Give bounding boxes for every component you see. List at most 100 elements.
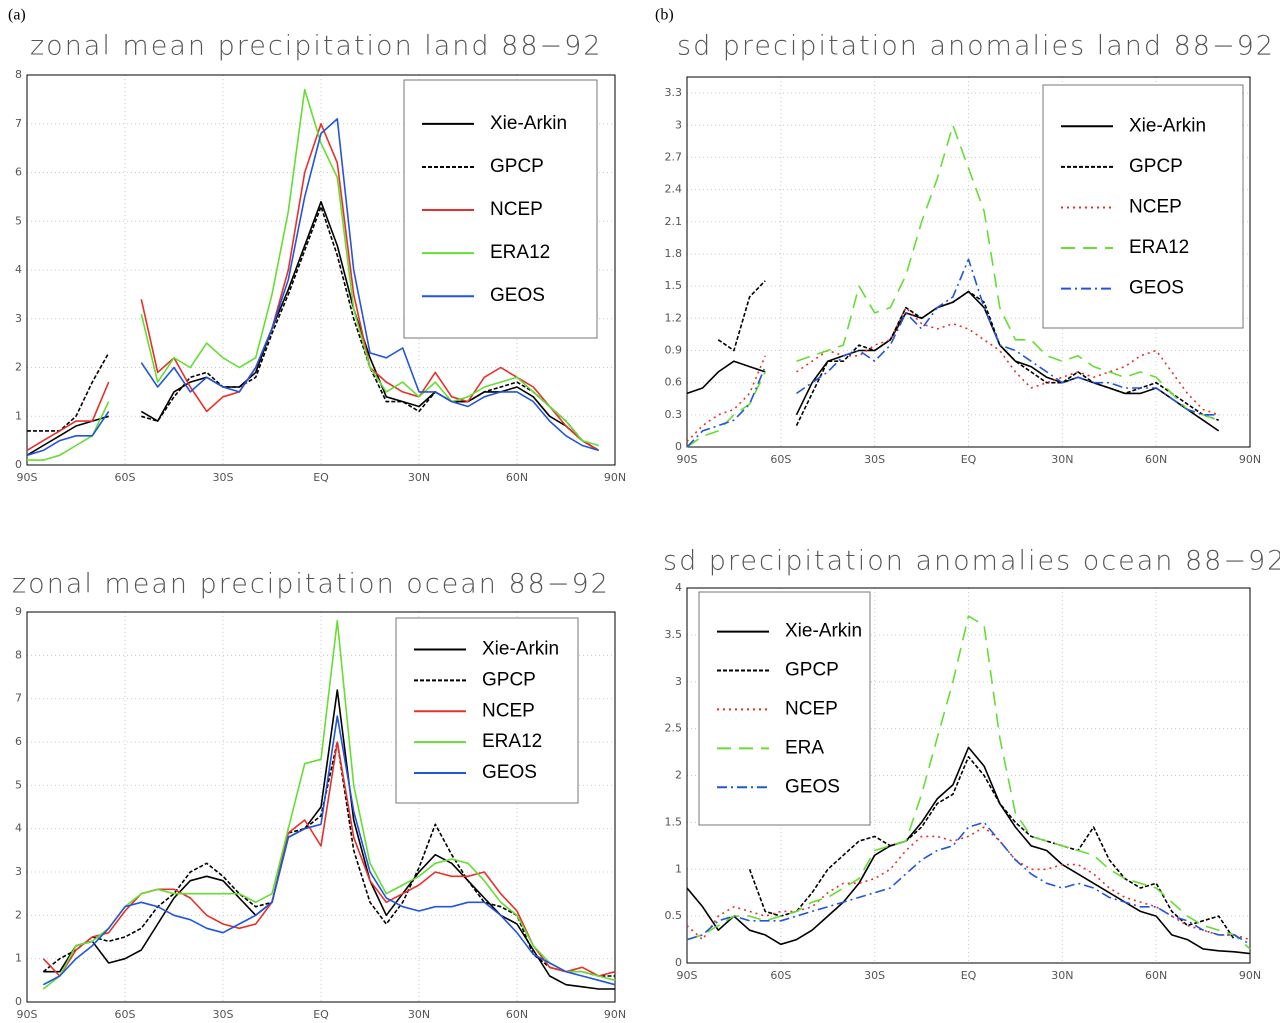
- y-tick-label: 0.3: [665, 408, 683, 421]
- legend-label: NCEP: [490, 199, 543, 220]
- y-tick-label: 4: [15, 263, 22, 276]
- x-tick-label: 60S: [770, 969, 791, 982]
- x-tick-label: 90N: [1239, 453, 1261, 466]
- x-tick-label: 90N: [1239, 969, 1261, 982]
- y-tick-label: 1.2: [665, 311, 683, 324]
- legend-label: GEOS: [482, 762, 537, 783]
- data-line: [686, 615, 1251, 950]
- x-tick-label: 60N: [1145, 969, 1167, 982]
- chart-title: zonal mean precipitation ocean 88−92: [12, 569, 610, 600]
- x-tick-label: 90S: [17, 1008, 38, 1021]
- data-line: [686, 746, 1251, 955]
- y-tick-label: 3: [675, 118, 682, 131]
- y-tick-label: 0.5: [665, 909, 683, 922]
- legend-label: NCEP: [482, 700, 535, 721]
- chart-title: sd precipitation anomalies land 88−92: [677, 31, 1275, 62]
- legend-label: Xie-Arkin: [490, 113, 567, 134]
- y-tick-label: 1: [15, 952, 22, 965]
- data-line: [748, 756, 1236, 941]
- legend-label: GPCP: [785, 660, 839, 681]
- y-tick-label: 2: [675, 769, 682, 782]
- data-line: [686, 826, 1251, 941]
- data-line: [717, 280, 1219, 426]
- y-tick-label: 8: [15, 648, 22, 661]
- plot-frame: [26, 611, 616, 1003]
- y-tick-label: 0.9: [665, 343, 683, 356]
- x-tick-label: 30N: [1051, 453, 1073, 466]
- y-tick-label: 1.5: [665, 815, 683, 828]
- legend-label: GEOS: [490, 285, 545, 306]
- x-tick-label: 90S: [17, 471, 38, 484]
- y-tick-label: 3: [15, 865, 22, 878]
- legend-label: NCEP: [785, 698, 838, 719]
- data-line: [26, 118, 599, 457]
- legend-label: ERA12: [482, 731, 542, 752]
- y-tick-label: 3.5: [665, 628, 683, 641]
- data-line: [27, 88, 599, 461]
- y-tick-label: 7: [15, 692, 22, 705]
- y-tick-label: 2.7: [665, 150, 683, 163]
- y-tick-label: 6: [15, 166, 22, 179]
- x-tick-label: 90N: [604, 1008, 626, 1021]
- y-tick-label: 5: [15, 214, 22, 227]
- y-tick-label: 0.6: [665, 376, 683, 389]
- x-tick-label: 60S: [770, 453, 791, 466]
- y-tick-label: 3: [15, 312, 22, 325]
- x-tick-label: EQ: [313, 471, 329, 484]
- x-tick-label: 30N: [408, 1008, 430, 1021]
- x-tick-label: 60S: [115, 1008, 136, 1021]
- x-tick-label: 60S: [115, 471, 136, 484]
- y-tick-label: 9: [15, 605, 22, 618]
- data-line: [42, 619, 616, 990]
- y-tick-label: 4: [15, 822, 22, 835]
- x-tick-label: EQ: [313, 1008, 329, 1021]
- legend-label: ERA: [785, 737, 824, 758]
- legend-label: Xie-Arkin: [1129, 115, 1206, 136]
- legend-label: GPCP: [490, 156, 544, 177]
- y-tick-label: 4: [675, 581, 682, 594]
- data-line: [42, 715, 616, 986]
- x-tick-label: 30N: [1051, 969, 1073, 982]
- y-tick-label: 2: [15, 908, 22, 921]
- x-tick-label: 60N: [506, 1008, 528, 1021]
- data-line: [686, 821, 1251, 945]
- y-tick-label: 3: [675, 675, 682, 688]
- data-line: [42, 741, 615, 977]
- x-tick-label: 30S: [213, 471, 234, 484]
- data-line: [27, 205, 600, 452]
- x-tick-label: 60N: [506, 471, 528, 484]
- legend-label: ERA12: [490, 242, 550, 263]
- y-tick-label: 8: [15, 68, 22, 81]
- y-tick-label: 1: [15, 409, 22, 422]
- y-tick-label: 0: [675, 440, 682, 453]
- y-tick-label: 1.5: [665, 279, 683, 292]
- y-tick-label: 0: [15, 458, 22, 471]
- y-tick-label: 2.1: [665, 215, 683, 228]
- chart-title: sd precipitation anomalies ocean 88−92: [663, 546, 1280, 577]
- x-tick-label: 30S: [864, 453, 885, 466]
- y-tick-label: 5: [15, 778, 22, 791]
- data-line: [43, 689, 615, 990]
- legend-label: Xie-Arkin: [785, 621, 862, 642]
- panel-label: (a): [8, 7, 26, 24]
- x-tick-label: EQ: [961, 969, 977, 982]
- y-tick-label: 0: [15, 995, 22, 1008]
- legend-label: GPCP: [1129, 156, 1183, 177]
- x-tick-label: 90N: [604, 471, 626, 484]
- y-tick-label: 0: [675, 956, 682, 969]
- y-tick-label: 1: [675, 862, 682, 875]
- y-tick-label: 7: [15, 117, 22, 130]
- y-tick-label: 2: [15, 361, 22, 374]
- chart-title: zonal mean precipitation land 88−92: [30, 31, 602, 62]
- legend-label: GPCP: [482, 669, 536, 690]
- plot-frame: [686, 76, 1251, 448]
- x-tick-label: 90S: [677, 969, 698, 982]
- plot-frame: [26, 74, 616, 466]
- legend-label: Xie-Arkin: [482, 638, 559, 659]
- y-tick-label: 2.5: [665, 722, 683, 735]
- legend-label: GEOS: [785, 776, 840, 797]
- x-tick-label: 60N: [1145, 453, 1167, 466]
- legend-label: NCEP: [1129, 196, 1182, 217]
- data-line: [686, 258, 1219, 448]
